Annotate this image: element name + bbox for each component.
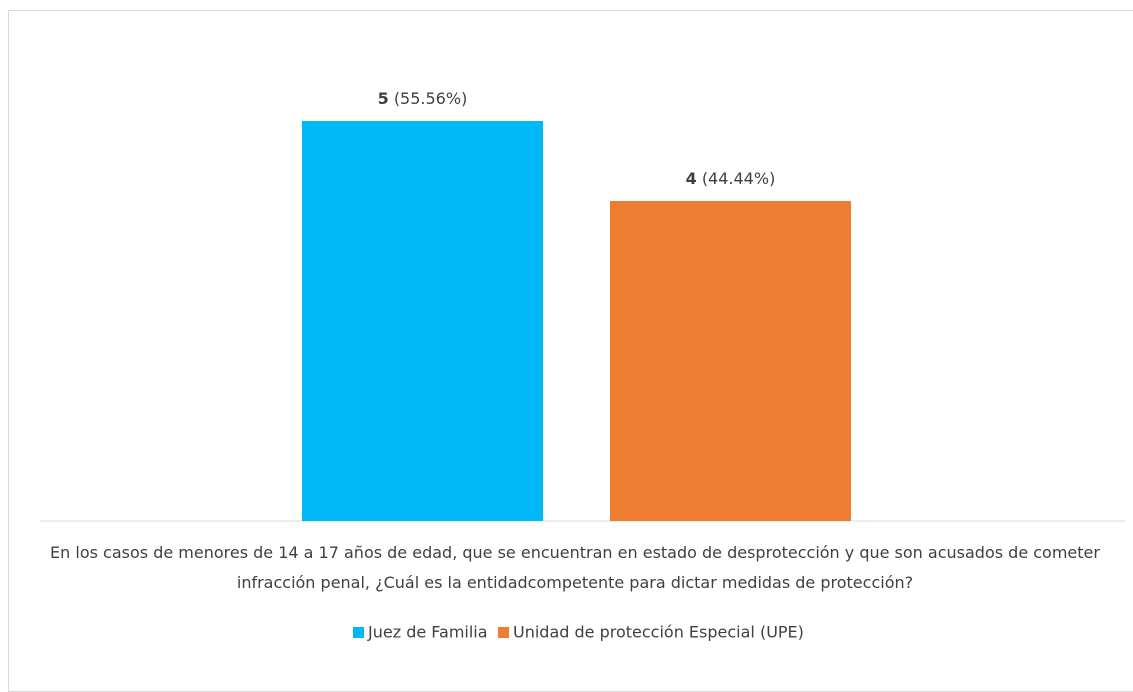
data-label-value: 4 [686, 169, 697, 188]
chart: 5 (55.56%) 4 (44.44%) Juez de Familia Unidad … [40, 89, 1125, 642]
legend-label: Juez de Familia [367, 623, 488, 642]
data-label: 4 (44.44%) [686, 169, 776, 188]
legend-swatch [498, 627, 509, 638]
data-label-percent: (55.56%) [394, 89, 468, 108]
legend-swatch [353, 627, 364, 638]
bar [610, 201, 851, 521]
legend-label: Unidad de protección Especial (UPE) [513, 623, 804, 642]
data-label: 5 (55.56%) [378, 89, 468, 108]
data-label-value: 5 [378, 89, 389, 108]
x-axis-label: En los casos de menores de 14 a 17 años … [50, 543, 1100, 592]
bar [302, 121, 543, 521]
data-label-percent: (44.44%) [702, 169, 776, 188]
